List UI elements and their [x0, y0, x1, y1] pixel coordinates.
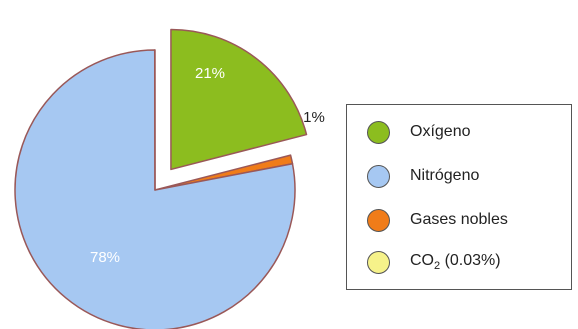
legend-label-co2: CO2 (0.03%) [410, 252, 501, 272]
data-label-gases-nobles: 1% [303, 109, 325, 126]
legend-label-co2-rest: (0.03%) [440, 251, 501, 269]
data-label-ox-geno: 21% [195, 65, 225, 82]
legend-label: Oxígeno [410, 123, 471, 140]
legend-swatch-nitrogeno [367, 164, 390, 188]
legend-swatch-co2 [367, 250, 390, 274]
legend-label: Gases nobles [410, 211, 508, 228]
pie-slice-nitr-geno [14, 49, 296, 329]
legend-item-nitrogeno: Nitrógeno [367, 161, 479, 191]
legend-item-oxigeno: Oxígeno [367, 117, 470, 147]
legend-label-co2-main: CO [410, 251, 434, 269]
legend: Oxígeno Nitrógeno Gases nobles CO2 (0.03… [346, 104, 572, 290]
data-label-nitr-geno: 78% [90, 249, 120, 266]
legend-label: Nitrógeno [410, 167, 480, 184]
legend-swatch-oxigeno [367, 120, 390, 144]
legend-item-co2: CO2 (0.03%) [367, 247, 501, 277]
pie-slice-ox-geno [170, 28, 308, 171]
legend-swatch-gases-nobles [367, 208, 390, 232]
legend-item-gases-nobles: Gases nobles [367, 205, 508, 235]
legend-label-co2-sub: 2 [434, 260, 441, 273]
